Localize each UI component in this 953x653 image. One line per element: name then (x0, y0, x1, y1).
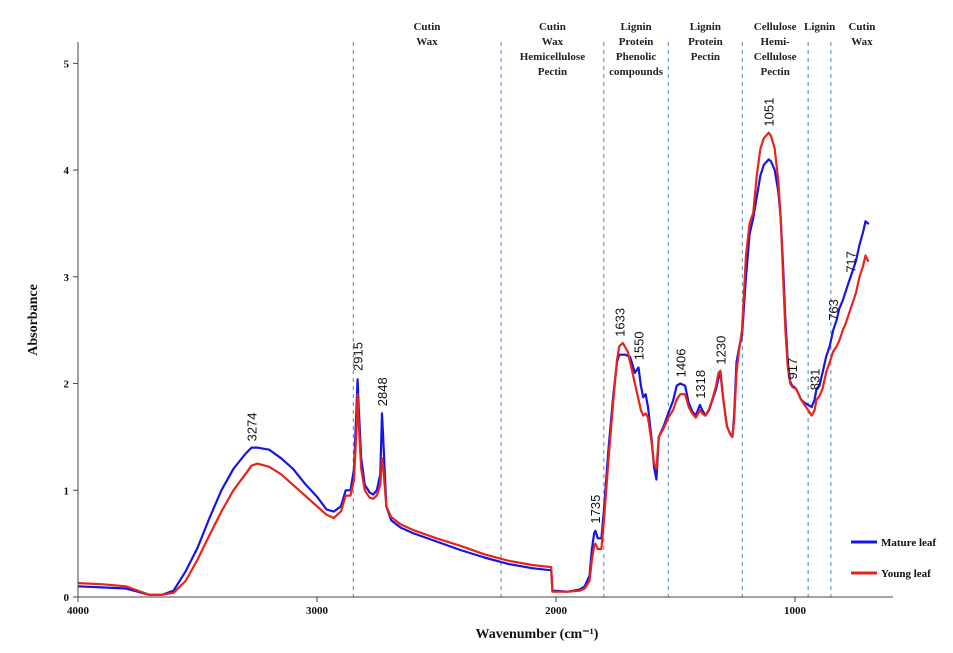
peak-label: 1051 (762, 98, 777, 127)
region-label-line: Pectin (761, 66, 790, 78)
region-label-line: Protein (619, 36, 654, 48)
peak-label: 831 (808, 368, 823, 390)
y-tick-label: 5 (64, 58, 70, 70)
x-tick-label: 4000 (67, 605, 90, 617)
region-label-line: Lignin (690, 21, 721, 33)
region-label-line: Pectin (691, 51, 720, 63)
region-label-line: compounds (609, 66, 664, 78)
x-axis-title: Wavenumber (cm⁻¹) (476, 627, 599, 642)
legend-label-mature: Mature leaf (881, 537, 936, 549)
y-axis-title: Absorbance (26, 284, 41, 356)
axes (77, 42, 893, 598)
y-tick-label: 1 (64, 485, 70, 497)
region-label-line: Lignin (804, 21, 835, 33)
peak-label: 1230 (713, 336, 728, 365)
region-labels: Cutin Wax Cutin Wax Hemicellulose Pectin Ligni… (413, 21, 875, 78)
region-label-line: Wax (542, 36, 564, 48)
x-tick-label: 3000 (306, 605, 329, 617)
region-label-line: Cellulose (754, 21, 797, 33)
peak-label: 717 (844, 251, 859, 273)
region-label-line: Hemi- (761, 36, 791, 48)
y-tick-label: 2 (64, 379, 70, 391)
peak-labels: 3274 2915 2848 1735 1633 1550 1406 1318 1230 1051… (245, 98, 859, 524)
peak-label: 1406 (673, 348, 688, 377)
region-label-line: Pectin (538, 66, 567, 78)
y-tick-label: 4 (64, 165, 70, 177)
region-label-line: Cellulose (754, 51, 797, 63)
series-line-1 (77, 131, 870, 596)
region-label-line: Wax (851, 36, 873, 48)
peak-label: 2915 (351, 342, 366, 371)
region-label-line: Hemicellulose (520, 51, 585, 63)
axis-ticks: 4000 3000 2000 1000 0 1 2 3 4 5 (64, 58, 807, 617)
legend: Mature leaf Young leaf (851, 537, 936, 580)
region-label-line: Phenolic (616, 51, 656, 63)
peak-label: 1318 (693, 370, 708, 399)
region-label-line: Cutin (539, 21, 566, 33)
peak-label: 1550 (632, 331, 647, 360)
x-tick-label: 1000 (784, 605, 807, 617)
region-label-line: Lignin (620, 21, 651, 33)
legend-label-young: Young leaf (881, 568, 931, 580)
y-tick-label: 0 (64, 592, 70, 604)
peak-label: 2848 (375, 377, 390, 406)
peak-label: 917 (785, 358, 800, 380)
region-label-line: Cutin (413, 21, 440, 33)
region-label-line: Cutin (848, 21, 875, 33)
region-label-line: Wax (416, 36, 438, 48)
y-tick-label: 3 (64, 272, 70, 284)
peak-label: 1735 (588, 495, 603, 524)
peak-label: 3274 (245, 412, 260, 441)
spectra-lines (77, 131, 870, 596)
region-label-line: Protein (688, 36, 723, 48)
x-tick-label: 2000 (545, 605, 568, 617)
peak-label: 763 (826, 299, 841, 321)
peak-label: 1633 (612, 308, 627, 337)
